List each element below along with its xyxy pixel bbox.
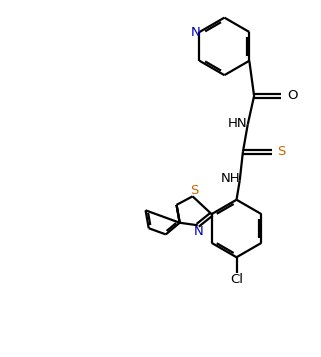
Text: HN: HN bbox=[228, 117, 247, 130]
Text: N: N bbox=[194, 225, 203, 237]
Text: S: S bbox=[190, 185, 198, 197]
Text: Cl: Cl bbox=[230, 273, 243, 286]
Text: N: N bbox=[191, 25, 201, 39]
Text: S: S bbox=[277, 145, 286, 158]
Text: O: O bbox=[287, 89, 298, 102]
Text: NH: NH bbox=[221, 172, 240, 186]
